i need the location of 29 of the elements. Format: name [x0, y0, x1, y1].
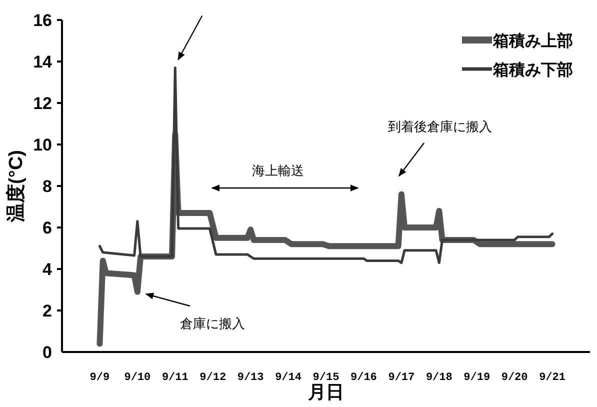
- x-tick-label: 9/12: [200, 372, 226, 384]
- legend-label: 箱積み下部: [492, 60, 573, 79]
- x-axis-title: 月日: [307, 382, 344, 402]
- x-tick-label: 9/9: [90, 372, 110, 384]
- x-tick-label: 9/14: [275, 372, 302, 384]
- y-tick-label: 0: [42, 343, 52, 362]
- y-axis-title: 温度(°C): [5, 150, 27, 223]
- x-tick-label: 9/18: [426, 372, 453, 384]
- x-tick-label: 9/17: [388, 372, 415, 384]
- annotation: 海上輸送: [252, 164, 304, 179]
- x-tick-label: 9/21: [539, 372, 566, 384]
- x-tick-label: 9/10: [124, 372, 151, 384]
- x-tick-label: 9/13: [237, 372, 264, 384]
- y-tick-label: 14: [33, 52, 53, 72]
- y-tick-label: 10: [33, 136, 52, 154]
- y-tick-label: 16: [33, 11, 52, 30]
- annotation: 到着後倉庫に搬入: [388, 119, 492, 135]
- y-tick-label: 2: [42, 302, 52, 320]
- y-tick-label: 6: [42, 218, 52, 238]
- y-tick-label: 4: [42, 260, 53, 279]
- annotation: 倉庫に搬入: [180, 316, 245, 332]
- x-tick-label: 9/16: [350, 372, 377, 384]
- y-tick-label: 12: [33, 94, 52, 113]
- x-tick-label: 9/19: [464, 372, 490, 384]
- x-tick-label: 9/15: [312, 372, 340, 384]
- y-tick-label: 8: [42, 177, 52, 196]
- x-tick-label: 9/20: [501, 372, 528, 384]
- legend-label: 箱積み上部: [492, 31, 573, 50]
- x-tick-label: 9/11: [162, 372, 189, 384]
